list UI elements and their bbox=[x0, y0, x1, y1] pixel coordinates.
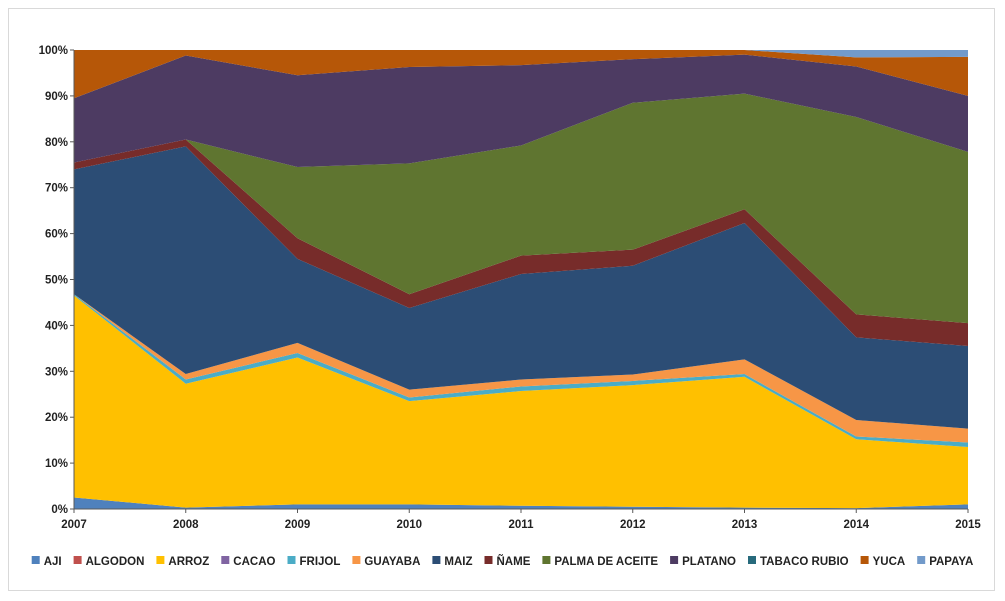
legend-swatch bbox=[31, 556, 40, 564]
legend-swatch bbox=[221, 556, 230, 564]
legend-label: GUAYABA bbox=[364, 556, 420, 568]
area-platano bbox=[74, 54, 968, 168]
legend-label: AJI bbox=[44, 556, 62, 568]
legend-label: ÑAME bbox=[497, 555, 531, 568]
legend-swatch bbox=[352, 556, 361, 564]
legend-label: ARROZ bbox=[168, 556, 209, 568]
ticks-layer: 0% 10% 20% 30% 40% 50% 60% 70% 80% 90% 100% 2007 200… bbox=[39, 45, 982, 531]
legend-item-platano: PLATANO bbox=[670, 556, 736, 568]
legend-item-frijol: FRIJOL bbox=[287, 556, 341, 568]
x-tick-label: 2013 bbox=[732, 519, 758, 531]
chart-svg: 0% 10% 20% 30% 40% 50% 60% 70% 80% 90% 100% 2007 200… bbox=[31, 45, 982, 568]
y-tick-label: 10% bbox=[45, 458, 68, 470]
legend-swatch bbox=[484, 556, 493, 564]
legend-swatch bbox=[670, 556, 679, 564]
legend-label: MAIZ bbox=[444, 556, 472, 568]
x-tick-label: 2008 bbox=[173, 519, 199, 531]
area-guayaba bbox=[74, 294, 968, 443]
legend-item-guayaba: GUAYABA bbox=[352, 556, 420, 568]
area-maiz bbox=[74, 146, 968, 429]
legend-item-aji: AJI bbox=[31, 556, 62, 568]
legend-swatch bbox=[542, 556, 551, 564]
x-tick-label: 2014 bbox=[843, 519, 869, 531]
x-tick-label: 2012 bbox=[620, 519, 646, 531]
legend-item-papaya: PAPAYA bbox=[917, 556, 973, 568]
y-tick-label: 30% bbox=[45, 366, 68, 378]
legend-label: YUCA bbox=[873, 556, 906, 568]
area-name bbox=[74, 139, 968, 347]
legend-label: FRIJOL bbox=[300, 556, 341, 568]
legend-item-tabaco-rubio: TABACO RUBIO bbox=[748, 556, 849, 568]
y-tick-label: 100% bbox=[39, 45, 68, 57]
area-palma-de-aceite bbox=[74, 93, 968, 324]
y-tick-label: 20% bbox=[45, 412, 68, 424]
legend-swatch bbox=[432, 556, 441, 564]
legend-swatch bbox=[156, 556, 165, 564]
y-tick-label: 90% bbox=[45, 91, 68, 103]
y-tick-label: 40% bbox=[45, 320, 68, 332]
y-tick-label: 50% bbox=[45, 275, 68, 287]
area-yuca bbox=[74, 50, 968, 99]
y-tick-label: 60% bbox=[45, 229, 68, 241]
y-tick-label: 0% bbox=[51, 504, 68, 516]
legend-label: PALMA DE ACEITE bbox=[554, 556, 658, 568]
legend-item-maiz: MAIZ bbox=[432, 556, 473, 568]
legend-label: PAPAYA bbox=[929, 556, 973, 568]
legend-swatch bbox=[748, 556, 756, 564]
legend-item-name: ÑAME bbox=[484, 555, 531, 568]
legend-swatch bbox=[73, 556, 82, 564]
area-aji bbox=[74, 497, 968, 509]
x-tick-label: 2011 bbox=[509, 519, 535, 531]
legend-item-yuca: YUCA bbox=[860, 556, 906, 568]
legend-item-palma-de-aceite: PALMA DE ACEITE bbox=[542, 556, 658, 568]
y-tick-label: 80% bbox=[45, 137, 68, 149]
legend: AJI ALGODON ARROZ CACAO FRIJOL GUAYABA MAIZ ÑAM… bbox=[31, 555, 973, 568]
legend-swatch bbox=[917, 556, 926, 564]
y-tick-label: 70% bbox=[45, 183, 68, 195]
chart-area: 0% 10% 20% 30% 40% 50% 60% 70% 80% 90% 100% 2007 200… bbox=[8, 8, 995, 591]
x-tick-label: 2007 bbox=[61, 519, 87, 531]
legend-item-arroz: ARROZ bbox=[156, 556, 209, 568]
axes-layer bbox=[70, 49, 969, 513]
area-papaya bbox=[74, 50, 968, 58]
areas-layer bbox=[74, 50, 968, 509]
legend-item-algodon: ALGODON bbox=[73, 556, 145, 568]
area-arroz bbox=[74, 295, 968, 509]
legend-label: PLATANO bbox=[682, 556, 736, 568]
x-tick-label: 2009 bbox=[285, 519, 311, 531]
legend-swatch bbox=[860, 556, 869, 564]
x-tick-label: 2015 bbox=[955, 519, 981, 531]
x-tick-label: 2010 bbox=[396, 519, 422, 531]
legend-item-cacao: CACAO bbox=[221, 556, 276, 568]
legend-label: TABACO RUBIO bbox=[760, 556, 849, 568]
legend-label: CACAO bbox=[233, 556, 275, 568]
legend-swatch bbox=[287, 556, 296, 564]
legend-label: ALGODON bbox=[86, 556, 145, 568]
